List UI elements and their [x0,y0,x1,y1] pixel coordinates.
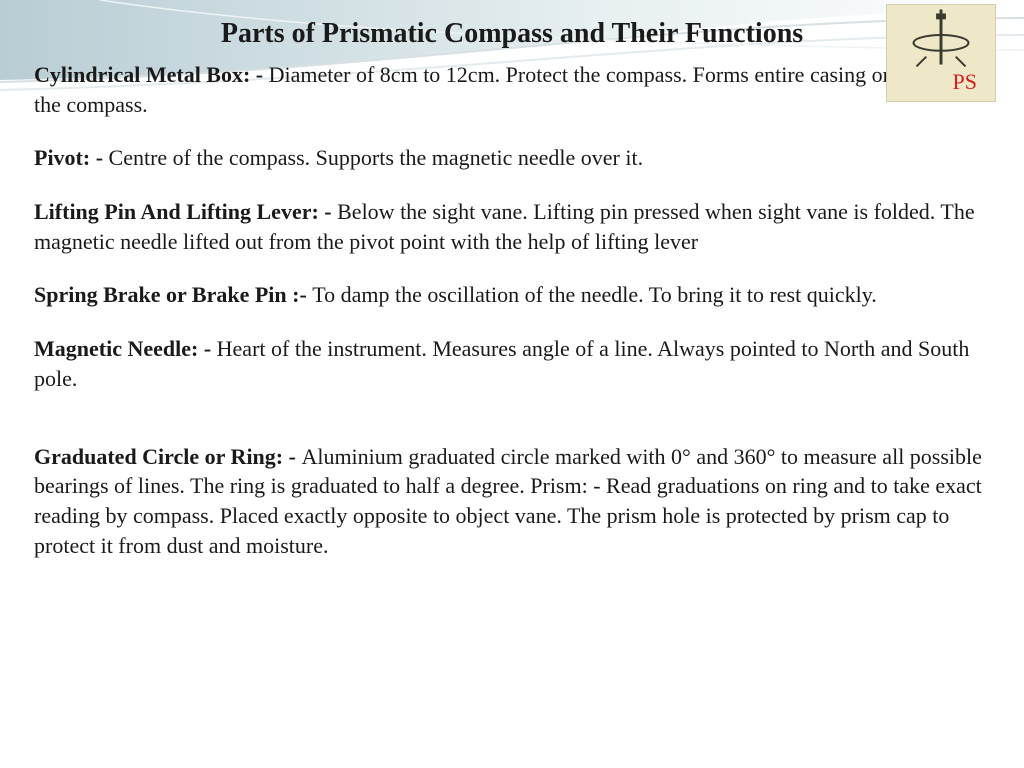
term-desc: Centre of the compass. Supports the magn… [109,145,644,170]
part-magnetic-needle: Magnetic Needle: - Heart of the instrume… [34,334,990,393]
part-graduated-circle: Graduated Circle or Ring: - Aluminium gr… [34,442,990,561]
logo-text: PS [953,69,977,95]
term-label: Spring Brake or Brake Pin :- [34,282,312,307]
part-cylindrical-box: Cylindrical Metal Box: - Diameter of 8cm… [34,60,990,119]
term-label: Pivot: - [34,145,109,170]
term-label: Graduated Circle or Ring: - [34,444,301,469]
term-label: Magnetic Needle: - [34,336,217,361]
term-label: Cylindrical Metal Box: - [34,62,269,87]
term-desc: To damp the oscillation of the needle. T… [312,282,877,307]
slide-title: Parts of Prismatic Compass and Their Fun… [0,0,1024,60]
part-spring-brake: Spring Brake or Brake Pin :- To damp the… [34,280,990,310]
logo-badge: PS [886,4,996,102]
part-lifting-pin: Lifting Pin And Lifting Lever: - Below t… [34,197,990,256]
part-pivot: Pivot: - Centre of the compass. Supports… [34,143,990,173]
slide-body: Cylindrical Metal Box: - Diameter of 8cm… [0,60,1024,560]
compass-illustration-icon [887,7,995,67]
term-label: Lifting Pin And Lifting Lever: - [34,199,337,224]
